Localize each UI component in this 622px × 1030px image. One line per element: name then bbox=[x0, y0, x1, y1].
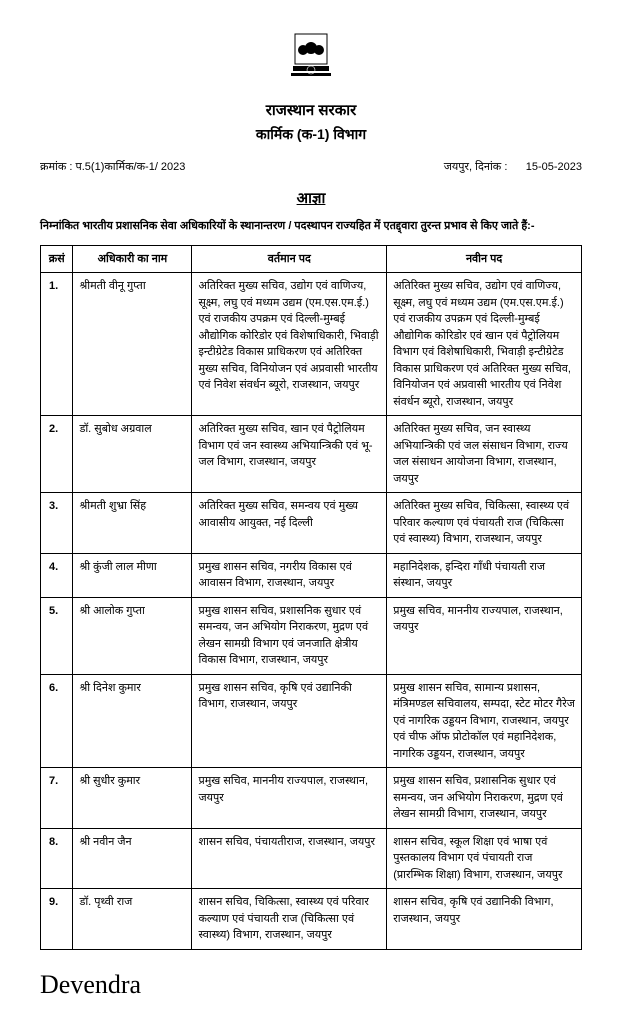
ref-number: क्रमांक : प.5(1)कार्मिक/क-1/ 2023 bbox=[40, 159, 185, 174]
table-row: 2.डॉ. सुबोध अग्रवालअतिरिक्त मुख्य सचिव, … bbox=[41, 416, 582, 493]
cell-new: प्रमुख शासन सचिव, सामान्य प्रशासन, मंत्र… bbox=[387, 674, 582, 768]
order-title: आज्ञा bbox=[40, 188, 582, 208]
cell-name: श्री सुधीर कुमार bbox=[73, 768, 192, 829]
cell-current: अतिरिक्त मुख्य सचिव, समन्वय एवं मुख्य आव… bbox=[192, 493, 387, 554]
cell-new: महानिदेशक, इन्दिरा गाँधी पंचायती राज संस… bbox=[387, 553, 582, 597]
cell-new: शासन सचिव, कृषि एवं उद्यानिकी विभाग, राज… bbox=[387, 889, 582, 950]
emblem-container bbox=[40, 30, 582, 91]
cell-name: श्रीमती शुभ्रा सिंह bbox=[73, 493, 192, 554]
date-value: 15-05-2023 bbox=[526, 161, 582, 173]
cell-current: शासन सचिव, पंचायतीराज, राजस्थान, जयपुर bbox=[192, 828, 387, 889]
table-row: 1.श्रीमती वीनू गुप्ताअतिरिक्त मुख्य सचिव… bbox=[41, 273, 582, 416]
cell-current: शासन सचिव, चिकित्सा, स्वास्थ्य एवं परिवा… bbox=[192, 889, 387, 950]
table-row: 6.श्री दिनेश कुमारप्रमुख शासन सचिव, कृषि… bbox=[41, 674, 582, 768]
date-label: जयपुर, दिनांक : bbox=[444, 161, 508, 173]
cell-new: प्रमुख सचिव, माननीय राज्यपाल, राजस्थान, … bbox=[387, 597, 582, 674]
cell-current: प्रमुख सचिव, माननीय राज्यपाल, राजस्थान, … bbox=[192, 768, 387, 829]
cell-new: अतिरिक्त मुख्य सचिव, उद्योग एवं वाणिज्य,… bbox=[387, 273, 582, 416]
cell-sn: 7. bbox=[41, 768, 73, 829]
table-row: 9.डॉ. पृथ्वी राजशासन सचिव, चिकित्सा, स्व… bbox=[41, 889, 582, 950]
table-row: 7.श्री सुधीर कुमारप्रमुख सचिव, माननीय रा… bbox=[41, 768, 582, 829]
cell-new: अतिरिक्त मुख्य सचिव, जन स्वास्थ्य अभियान… bbox=[387, 416, 582, 493]
cell-name: श्री नवीन जैन bbox=[73, 828, 192, 889]
officers-table: क्रसं अधिकारी का नाम वर्तमान पद नवीन पद … bbox=[40, 245, 582, 950]
table-header-row: क्रसं अधिकारी का नाम वर्तमान पद नवीन पद bbox=[41, 245, 582, 273]
col-new: नवीन पद bbox=[387, 245, 582, 273]
cell-sn: 4. bbox=[41, 553, 73, 597]
cell-name: डॉ. पृथ्वी राज bbox=[73, 889, 192, 950]
cell-name: डॉ. सुबोध अग्रवाल bbox=[73, 416, 192, 493]
emblem-icon bbox=[289, 30, 333, 88]
cell-new: प्रमुख शासन सचिव, प्रशासनिक सुधार एवं सम… bbox=[387, 768, 582, 829]
gov-title: राजस्थान सरकार bbox=[40, 99, 582, 123]
table-row: 3.श्रीमती शुभ्रा सिंहअतिरिक्त मुख्य सचिव… bbox=[41, 493, 582, 554]
cell-sn: 5. bbox=[41, 597, 73, 674]
signature: Devendra bbox=[40, 970, 582, 1000]
cell-name: श्री दिनेश कुमार bbox=[73, 674, 192, 768]
col-name: अधिकारी का नाम bbox=[73, 245, 192, 273]
cell-current: प्रमुख शासन सचिव, प्रशासनिक सुधार एवं सम… bbox=[192, 597, 387, 674]
col-current: वर्तमान पद bbox=[192, 245, 387, 273]
cell-sn: 9. bbox=[41, 889, 73, 950]
table-row: 8.श्री नवीन जैनशासन सचिव, पंचायतीराज, रा… bbox=[41, 828, 582, 889]
cell-sn: 8. bbox=[41, 828, 73, 889]
dept-title: कार्मिक (क-1) विभाग bbox=[40, 123, 582, 145]
col-sn: क्रसं bbox=[41, 245, 73, 273]
cell-current: अतिरिक्त मुख्य सचिव, खान एवं पैट्रोलियम … bbox=[192, 416, 387, 493]
cell-sn: 1. bbox=[41, 273, 73, 416]
cell-new: अतिरिक्त मुख्य सचिव, चिकित्सा, स्वास्थ्य… bbox=[387, 493, 582, 554]
cell-current: अतिरिक्त मुख्य सचिव, उद्योग एवं वाणिज्य,… bbox=[192, 273, 387, 416]
cell-new: शासन सचिव, स्कूल शिक्षा एवं भाषा एवं पुस… bbox=[387, 828, 582, 889]
meta-row: क्रमांक : प.5(1)कार्मिक/क-1/ 2023 जयपुर,… bbox=[40, 159, 582, 174]
cell-name: श्री कुंजी लाल मीणा bbox=[73, 553, 192, 597]
cell-name: श्रीमती वीनू गुप्ता bbox=[73, 273, 192, 416]
cell-sn: 6. bbox=[41, 674, 73, 768]
table-row: 5.श्री आलोक गुप्ताप्रमुख शासन सचिव, प्रश… bbox=[41, 597, 582, 674]
cell-sn: 3. bbox=[41, 493, 73, 554]
intro-text: निम्नांकित भारतीय प्रशासनिक सेवा अधिकारि… bbox=[40, 218, 582, 235]
table-row: 4.श्री कुंजी लाल मीणाप्रमुख शासन सचिव, न… bbox=[41, 553, 582, 597]
cell-sn: 2. bbox=[41, 416, 73, 493]
cell-current: प्रमुख शासन सचिव, नगरीय विकास एवं आवासन … bbox=[192, 553, 387, 597]
cell-current: प्रमुख शासन सचिव, कृषि एवं उद्यानिकी विभ… bbox=[192, 674, 387, 768]
date-block: जयपुर, दिनांक : 15-05-2023 bbox=[444, 159, 582, 174]
cell-name: श्री आलोक गुप्ता bbox=[73, 597, 192, 674]
